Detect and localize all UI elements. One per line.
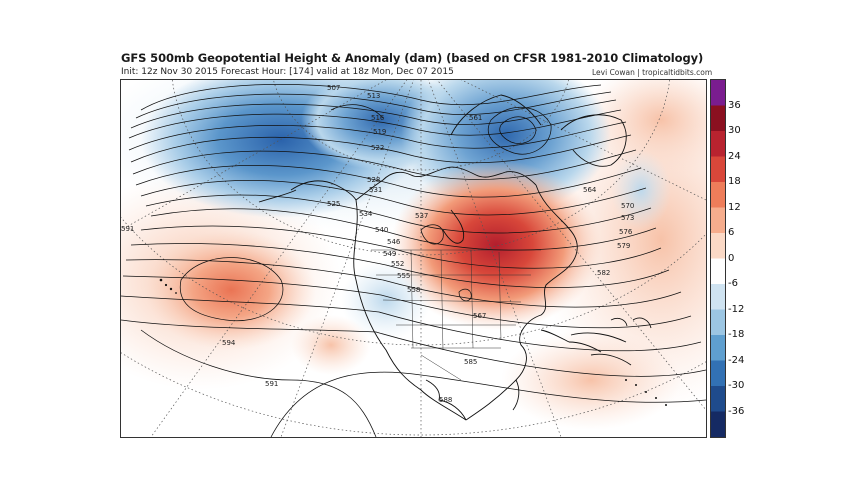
colorbar-tick-label: -18	[728, 329, 745, 340]
graticule	[121, 80, 706, 437]
contour-label: 567	[473, 312, 486, 320]
colorbar-tick-label: 30	[728, 125, 741, 136]
contour-label: 570	[621, 202, 634, 210]
map-area: 507 513 516 519 522 525 528 531 534 537 …	[120, 79, 707, 438]
contour-label: 552	[391, 260, 404, 268]
colorbar-tick-label: 6	[728, 227, 735, 238]
contour-label: 573	[621, 214, 634, 222]
contour-label: 561	[469, 114, 482, 122]
colorbar-swatch	[711, 386, 725, 413]
colorbar-tick-label: -30	[728, 380, 745, 391]
contour-label: 555	[397, 272, 410, 280]
colorbar-swatch	[711, 258, 725, 285]
map-subtitle: Init: 12z Nov 30 2015 Forecast Hour: [17…	[121, 67, 454, 77]
contour-label: 591	[121, 225, 134, 233]
contour-label: 579	[617, 242, 630, 250]
contour-labels: 507 513 516 519 522 525 528 531 534 537 …	[121, 84, 634, 404]
colorbar-tick-label: -12	[728, 303, 745, 315]
contour-label: 558	[407, 286, 420, 294]
height-contours	[121, 84, 706, 437]
colorbar-swatch	[711, 360, 725, 387]
colorbar-tick-label: 12	[728, 201, 741, 213]
contour-label: 528	[367, 176, 380, 184]
islands	[159, 278, 667, 406]
contour-label: 585	[464, 358, 477, 366]
contour-label: 537	[415, 212, 428, 220]
map-title: GFS 500mb Geopotential Height & Anomaly …	[121, 51, 704, 65]
colorbar-swatch	[711, 309, 725, 336]
colorbar-swatch	[711, 284, 725, 311]
colorbar-swatch	[711, 80, 725, 107]
colorbar-tick-label: 36	[728, 99, 741, 111]
contour-label: 516	[371, 114, 385, 122]
colorbar-swatch	[711, 182, 725, 209]
contour-label: 522	[371, 144, 384, 152]
contour-label: 546	[387, 238, 401, 246]
colorbar-tick-label: 0	[728, 252, 735, 264]
colorbar-tick-label: -24	[728, 354, 745, 366]
contour-label: 582	[597, 269, 610, 277]
colorbar-tick-label: 18	[728, 176, 741, 187]
colorbar-swatch	[711, 131, 725, 158]
colorbar-swatch	[711, 411, 725, 437]
contour-label: 576	[619, 228, 633, 236]
coastlines	[258, 94, 652, 421]
colorbar-swatch	[711, 156, 725, 183]
colorbar	[710, 79, 726, 438]
colorbar-tick-label: 24	[728, 150, 741, 162]
contour-label: 507	[327, 84, 340, 92]
colorbar-swatches	[711, 80, 725, 437]
contour-label: 531	[369, 186, 382, 194]
contour-label: 588	[439, 396, 452, 404]
contour-label: 534	[359, 210, 373, 218]
colorbar-swatch	[711, 207, 725, 234]
colorbar-swatch	[711, 233, 725, 260]
contour-label: 540	[375, 226, 388, 234]
contour-label: 519	[373, 128, 386, 136]
contour-label: 594	[222, 339, 236, 347]
colorbar-tick-label: -36	[728, 405, 745, 417]
anomaly-shading	[121, 80, 706, 437]
colorbar-swatch	[711, 105, 725, 132]
colorbar-swatch	[711, 335, 725, 362]
contour-label: 549	[383, 250, 396, 258]
contour-label: 564	[583, 186, 597, 194]
anomaly-map: 507 513 516 519 522 525 528 531 534 537 …	[121, 80, 706, 437]
contour-label: 513	[367, 92, 380, 100]
colorbar-tick-label: -6	[728, 278, 738, 289]
contour-label: 525	[327, 200, 340, 208]
credit-text: Levi Cowan | tropicaltidbits.com	[592, 68, 713, 77]
contour-label: 591	[265, 380, 278, 388]
